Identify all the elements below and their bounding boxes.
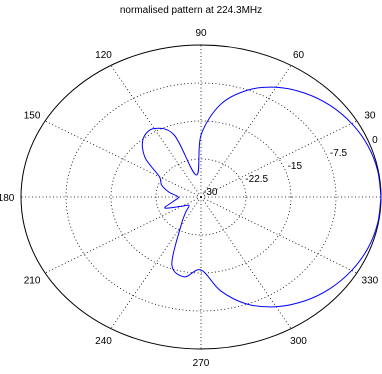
spoke-300 [200,196,292,329]
spoke-210 [44,196,202,274]
spoke-30 [200,120,358,198]
ring--15 [110,120,292,274]
angle-tick-label: 180 [0,193,15,204]
ring--7.5 [65,82,337,312]
radial-tick-label: -15 [288,161,303,172]
polar-grid [20,44,382,350]
angle-tick-label: 60 [293,50,305,61]
angle-tick-label: 270 [193,358,210,369]
series-layer [141,86,382,308]
angle-tick-label: 120 [95,50,112,61]
radial-tick-label: -22.5 [245,174,268,185]
angle-tick-label: 90 [195,28,207,39]
radial-tick-labels: 0 -7.5 -15 -22.5 -30 [203,135,378,198]
spoke-120 [110,65,202,198]
angle-tick-label: 30 [364,111,376,122]
angle-tick-label: 300 [290,336,307,347]
spoke-150 [44,120,202,198]
spoke-330 [200,196,358,274]
angle-tick-label: 210 [24,276,41,287]
angle-tick-labels: 0 30 60 90 120 150 180 210 240 270 300 330 [0,28,379,369]
series-line-0 [141,86,382,308]
chart-title: normalised pattern at 224.3MHz [120,5,262,16]
radial-tick-label: -30 [203,187,218,198]
spoke-240 [110,196,202,329]
angle-tick-label: 240 [95,336,112,347]
radial-tick-label: 0 [372,135,378,146]
radial-tick-label: -7.5 [330,148,348,159]
angle-tick-label: 330 [362,276,379,287]
angle-tick-label: 150 [24,111,41,122]
ring--22.5 [155,158,247,236]
